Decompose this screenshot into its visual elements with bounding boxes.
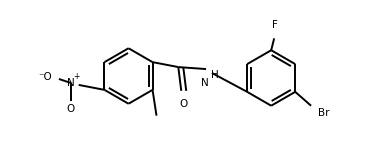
Text: O: O bbox=[67, 104, 75, 114]
Text: ⁻O: ⁻O bbox=[38, 72, 52, 82]
Text: H: H bbox=[211, 70, 219, 80]
Text: Br: Br bbox=[318, 108, 330, 118]
Text: O: O bbox=[179, 99, 187, 109]
Text: F: F bbox=[272, 20, 278, 30]
Text: N: N bbox=[201, 78, 209, 88]
Text: N: N bbox=[67, 78, 75, 88]
Text: +: + bbox=[73, 71, 80, 81]
